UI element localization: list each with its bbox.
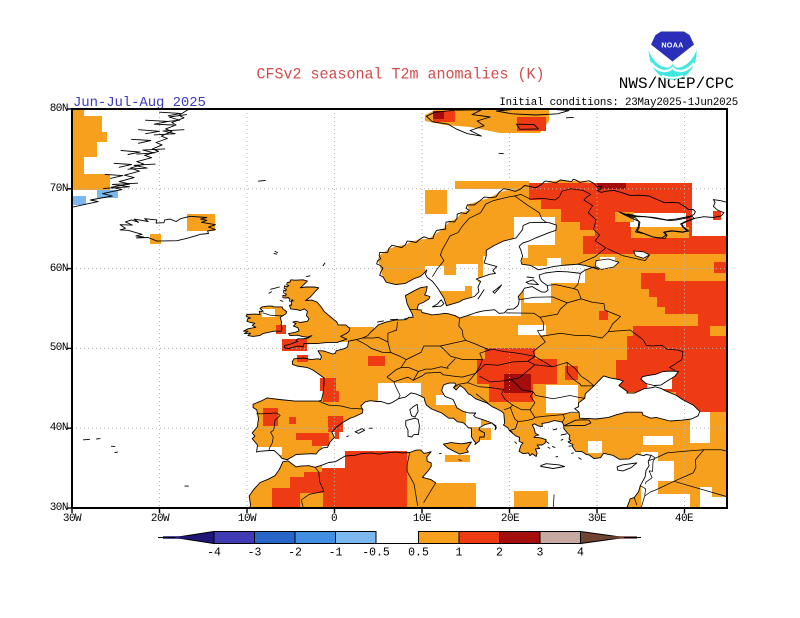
svg-text:3: 3 — [537, 547, 544, 560]
svg-text:2: 2 — [496, 547, 503, 560]
svg-text:-0.5: -0.5 — [362, 547, 390, 560]
svg-text:-1: -1 — [329, 547, 343, 560]
svg-text:-4: -4 — [207, 547, 221, 560]
svg-text:NOAA: NOAA — [661, 41, 683, 50]
svg-text:-3: -3 — [248, 547, 262, 560]
svg-text:-2: -2 — [288, 547, 302, 560]
svg-text:0.5: 0.5 — [408, 547, 429, 560]
svg-text:4: 4 — [577, 547, 584, 560]
svg-text:1: 1 — [456, 547, 463, 560]
